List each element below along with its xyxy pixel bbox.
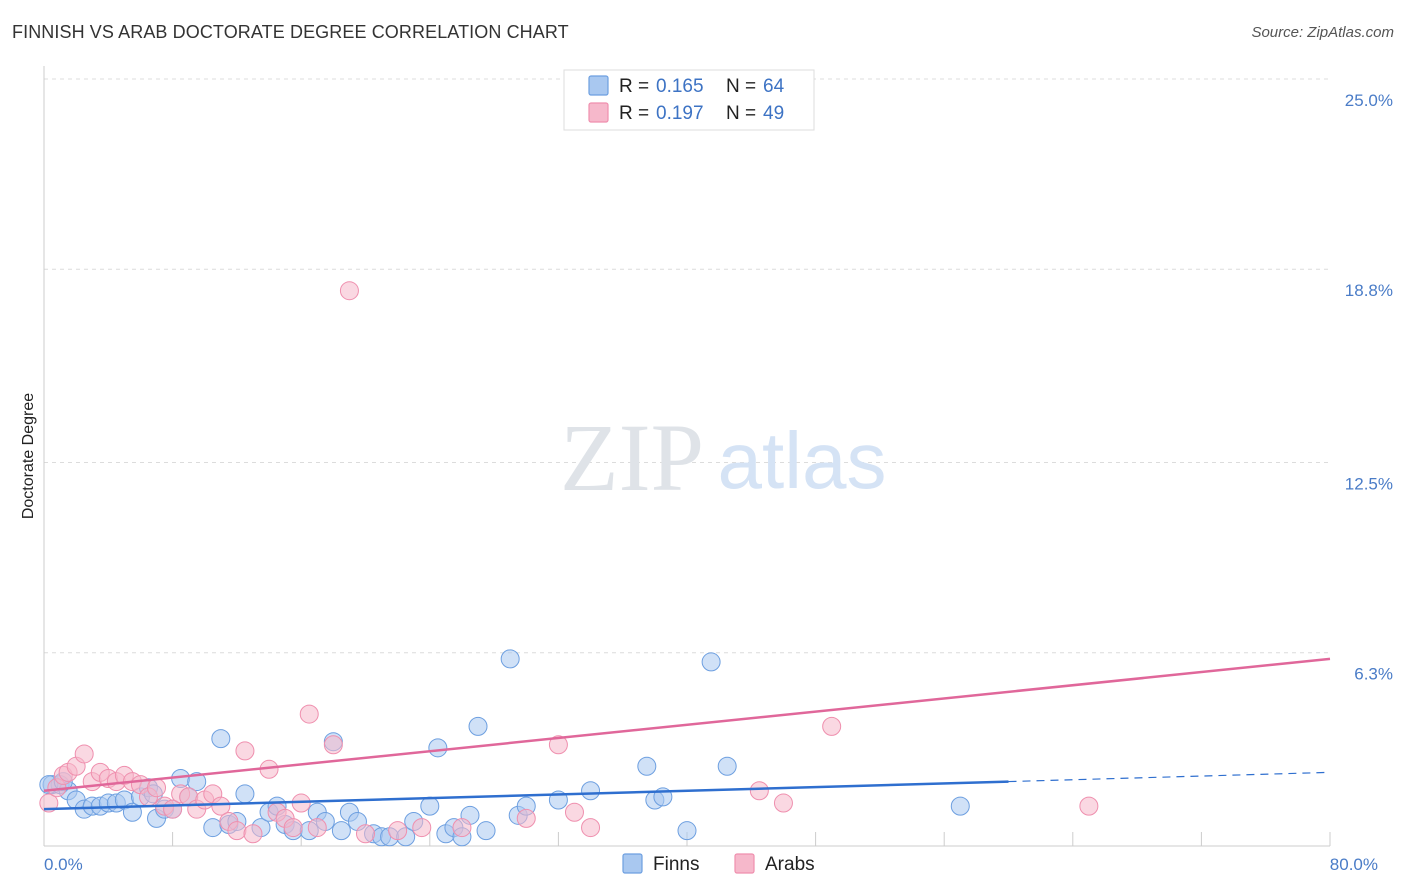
point-finns-59 — [717, 756, 737, 776]
point-arabs-40 — [516, 808, 536, 828]
point-arabs-36 — [356, 824, 375, 844]
point-finns-20 — [211, 729, 231, 749]
chart-title: FINNISH VS ARAB DOCTORATE DEGREE CORRELA… — [12, 22, 569, 42]
point-finns-54 — [637, 756, 657, 776]
y-axis-label: Doctorate Degree — [20, 393, 37, 519]
legend-r-value-finns: 0.165 — [656, 76, 704, 97]
point-arabs-33 — [307, 818, 327, 838]
watermark-zip: ZIP — [560, 404, 704, 511]
trend-line-arabs — [43, 657, 1331, 793]
data-points — [39, 100, 1099, 847]
point-finns-58 — [701, 652, 721, 672]
trend-line-finns-extension — [1008, 771, 1331, 783]
point-arabs-45 — [749, 781, 769, 801]
y-tick-label-0: 6.3% — [1354, 665, 1393, 684]
point-arabs-30 — [283, 818, 303, 838]
bottom-legend-label-finns: Finns — [653, 854, 699, 875]
point-arabs-34 — [323, 735, 343, 755]
point-arabs-42 — [564, 802, 584, 822]
legend-n-label-arabs: N = — [726, 103, 756, 124]
point-arabs-35 — [339, 281, 359, 301]
point-arabs-0 — [39, 793, 59, 813]
y-tick-label-1: 12.5% — [1345, 475, 1393, 494]
point-finns-48 — [476, 821, 496, 841]
legend: R = 0.165 N = 64 R = 0.197 N = 49 — [563, 69, 815, 131]
watermark-atlas: atlas — [718, 416, 887, 505]
legend-n-label-finns: N = — [726, 76, 756, 97]
point-arabs-39 — [452, 818, 472, 838]
point-finns-53 — [581, 781, 601, 801]
y-tick-labels: 6.3% 12.5% 18.8% 25.0% — [1345, 91, 1393, 684]
point-arabs-5 — [74, 744, 94, 764]
bottom-legend: Finns Arabs — [622, 853, 815, 875]
source-label: Source: ZipAtlas.com — [1251, 24, 1394, 41]
grid-lines — [44, 78, 1330, 654]
point-arabs-32 — [299, 704, 319, 724]
legend-r-label-arabs: R = — [619, 103, 649, 124]
point-finns-42 — [428, 738, 448, 758]
point-finns-18 — [187, 772, 207, 792]
point-finns-60 — [950, 796, 970, 816]
point-finns-57 — [677, 821, 697, 841]
point-arabs-38 — [412, 818, 432, 838]
legend-r-value-arabs: 0.197 — [656, 103, 704, 124]
point-arabs-25 — [235, 741, 255, 761]
point-arabs-48 — [1079, 796, 1099, 816]
point-arabs-14 — [147, 778, 167, 798]
x-tick-labels: 0.0% 80.0% — [44, 855, 1378, 874]
point-arabs-43 — [581, 818, 601, 838]
point-arabs-26 — [243, 824, 263, 844]
x-tick-label-1: 80.0% — [1330, 855, 1378, 874]
bottom-legend-swatch-finns — [622, 853, 643, 874]
bottom-legend-label-arabs: Arabs — [765, 854, 815, 875]
point-arabs-22 — [211, 796, 231, 816]
legend-swatch-finns — [588, 75, 609, 96]
point-arabs-24 — [227, 821, 247, 841]
trend-line-finns — [43, 780, 1009, 811]
point-finns-23 — [235, 784, 255, 804]
point-finns-19 — [203, 818, 223, 838]
legend-n-value-finns: 64 — [763, 76, 785, 97]
point-finns-33 — [331, 821, 351, 841]
legend-swatch-arabs — [588, 102, 609, 123]
point-arabs-37 — [388, 821, 408, 841]
y-tick-label-2: 18.8% — [1345, 281, 1393, 300]
point-arabs-47 — [822, 716, 842, 736]
legend-n-value-arabs: 49 — [763, 103, 784, 124]
legend-r-label-finns: R = — [619, 76, 649, 97]
point-arabs-46 — [773, 793, 793, 813]
trend-lines — [43, 657, 1331, 811]
point-finns-47 — [468, 716, 488, 736]
y-tick-label-3: 25.0% — [1345, 91, 1393, 110]
bottom-legend-swatch-arabs — [734, 853, 755, 874]
point-finns-49 — [500, 649, 520, 669]
x-tick-label-0: 0.0% — [44, 855, 83, 874]
point-finns-41 — [420, 796, 440, 816]
point-arabs-41 — [548, 735, 568, 755]
